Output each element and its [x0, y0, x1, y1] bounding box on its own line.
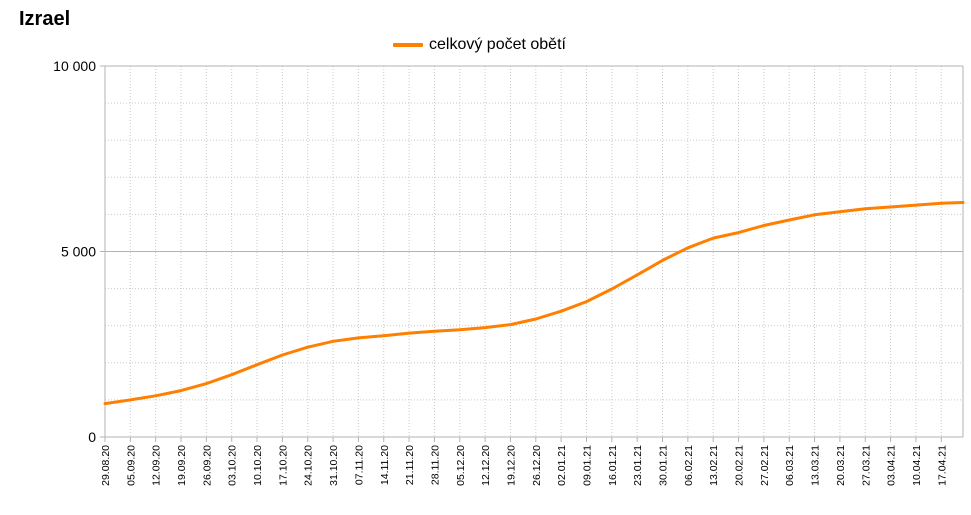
- data-point: [737, 231, 740, 234]
- x-tick-label: 26.09.20: [201, 445, 213, 486]
- series-line: [103, 201, 965, 406]
- y-tick-label: 5 000: [61, 244, 96, 260]
- data-point: [509, 323, 512, 326]
- y-tick-label: 0: [88, 429, 96, 445]
- data-point: [407, 331, 411, 335]
- data-point: [382, 334, 385, 337]
- data-point: [230, 373, 233, 376]
- data-point: [610, 287, 614, 291]
- data-point: [433, 330, 436, 333]
- data-point: [889, 205, 892, 209]
- x-tick-label: 17.04.21: [936, 445, 948, 486]
- data-point: [103, 402, 107, 405]
- x-tick-label: 14.11.20: [379, 445, 391, 485]
- x-tick-label: 21.11.20: [404, 445, 416, 485]
- data-point: [255, 363, 259, 366]
- x-tick-label: 31.10.20: [328, 445, 340, 486]
- x-tick-label: 20.02.21: [734, 445, 746, 486]
- legend: celkový počet obětí: [393, 35, 566, 55]
- data-point: [762, 224, 766, 227]
- data-point: [914, 203, 918, 207]
- x-tick-label: 10.04.21: [911, 445, 923, 486]
- x-tick-label: 09.01.21: [581, 445, 593, 486]
- data-point: [534, 317, 538, 321]
- data-point: [205, 382, 208, 385]
- x-tick-label: 12.12.20: [480, 445, 492, 486]
- chart-title: Izrael: [19, 8, 71, 30]
- x-tick-label: 23.01.21: [632, 445, 644, 486]
- data-point: [458, 328, 461, 331]
- x-tick-label: 19.12.20: [505, 445, 517, 486]
- x-tick-label: 30.01.21: [658, 445, 670, 486]
- x-tick-label: 24.10.20: [303, 445, 315, 486]
- legend-label: celkový počet obětí: [429, 36, 566, 53]
- data-point: [129, 398, 132, 402]
- x-tick-label: 05.12.20: [455, 445, 467, 486]
- data-point: [585, 300, 588, 303]
- x-tick-label: 19.09.20: [176, 445, 188, 486]
- x-tick-label: 06.03.21: [784, 445, 796, 486]
- x-tick-label: 29.08.20: [100, 445, 112, 486]
- data-point: [813, 213, 816, 216]
- data-point: [331, 340, 335, 343]
- data-point: [712, 236, 715, 240]
- x-tick-label: 16.01.21: [607, 445, 619, 486]
- data-point: [661, 259, 664, 262]
- x-tick-label: 26.12.20: [531, 445, 543, 486]
- y-tick-label: 10 000: [53, 58, 96, 74]
- data-point: [864, 207, 867, 211]
- data-point: [281, 353, 284, 357]
- x-tick-label: 05.09.20: [125, 445, 137, 486]
- x-tick-label: 06.02.21: [683, 445, 695, 486]
- data-point: [940, 202, 943, 205]
- x-tick-label: 27.02.21: [759, 445, 771, 486]
- data-point: [838, 210, 842, 214]
- x-tick-label: 10.10.20: [252, 445, 264, 486]
- x-tick-label: 03.10.20: [227, 445, 239, 486]
- x-tick-label: 20.03.21: [835, 445, 847, 486]
- data-point: [357, 336, 360, 340]
- data-point: [559, 310, 563, 313]
- x-tick-label: 02.01.21: [556, 445, 568, 486]
- data-point: [635, 273, 639, 277]
- x-tick-label: 13.02.21: [708, 445, 720, 486]
- data-point: [154, 394, 157, 398]
- data-point: [306, 346, 309, 349]
- data-point: [483, 326, 487, 329]
- x-tick-label: 17.10.20: [277, 445, 289, 486]
- data-point: [961, 201, 965, 204]
- data-point: [788, 218, 791, 222]
- legend-swatch: [393, 43, 423, 47]
- x-tick-label: 03.04.21: [886, 445, 898, 486]
- x-tick-label: 28.11.20: [429, 445, 441, 485]
- data-point: [686, 246, 690, 249]
- data-point: [179, 389, 183, 392]
- x-tick-label: 27.03.21: [860, 445, 872, 486]
- x-tick-label: 12.09.20: [151, 445, 163, 486]
- x-tick-label: 13.03.21: [810, 445, 822, 486]
- x-tick-label: 07.11.20: [353, 445, 365, 485]
